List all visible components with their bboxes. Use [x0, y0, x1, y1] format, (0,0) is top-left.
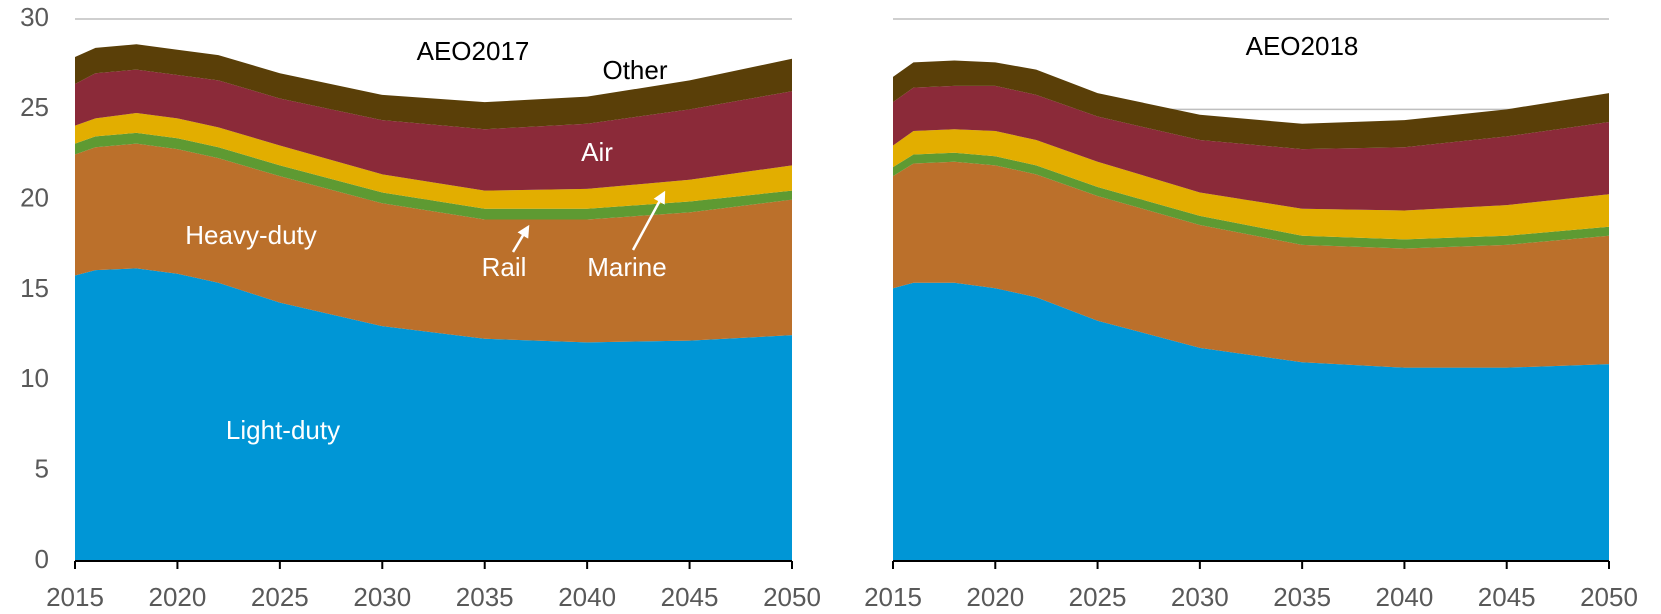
x-tick-label: 2050 — [763, 582, 821, 612]
x-tick-label: 2015 — [46, 582, 104, 612]
area — [893, 60, 1609, 150]
series-label: Rail — [482, 252, 527, 282]
y-tick-label: 25 — [20, 92, 49, 122]
x-tick-label: 2025 — [251, 582, 309, 612]
area — [893, 282, 1609, 561]
x-tick-label: 2020 — [966, 582, 1024, 612]
area — [75, 143, 792, 343]
series-label: Heavy-duty — [185, 220, 317, 250]
y-tick-label: 15 — [20, 273, 49, 303]
y-tick-label: 30 — [20, 2, 49, 32]
area — [75, 112, 792, 209]
x-tick-label: 2035 — [1273, 582, 1331, 612]
x-tick-label: 2045 — [1478, 582, 1536, 612]
series-label: Light-duty — [226, 415, 340, 445]
x-tick-label: 2030 — [1171, 582, 1229, 612]
x-tick-label: 2045 — [661, 582, 719, 612]
area — [893, 152, 1609, 249]
x-tick-label: 2050 — [1580, 582, 1638, 612]
area — [75, 44, 792, 130]
x-tick-label: 2040 — [558, 582, 616, 612]
y-tick-label: 10 — [20, 363, 49, 393]
x-tick-label: 2025 — [1069, 582, 1127, 612]
x-tick-label: 2015 — [864, 582, 922, 612]
x-tick-label: 2035 — [456, 582, 514, 612]
area — [75, 268, 792, 561]
chart-title: AEO2018 — [1246, 31, 1359, 61]
x-tick-label: 2040 — [1376, 582, 1434, 612]
chart-title: AEO2017 — [417, 36, 530, 66]
y-tick-label: 0 — [35, 544, 49, 574]
series-label: Other — [602, 55, 667, 85]
area — [75, 69, 792, 191]
area — [75, 132, 792, 220]
area — [893, 161, 1609, 368]
area — [893, 85, 1609, 211]
label-arrow — [631, 190, 666, 251]
x-tick-label: 2020 — [149, 582, 207, 612]
label-arrow — [511, 224, 530, 253]
area — [893, 129, 1609, 240]
series-label: Marine — [587, 252, 666, 282]
y-tick-label: 5 — [35, 454, 49, 484]
x-tick-label: 2030 — [353, 582, 411, 612]
y-tick-label: 20 — [20, 183, 49, 213]
series-label: Air — [581, 137, 613, 167]
